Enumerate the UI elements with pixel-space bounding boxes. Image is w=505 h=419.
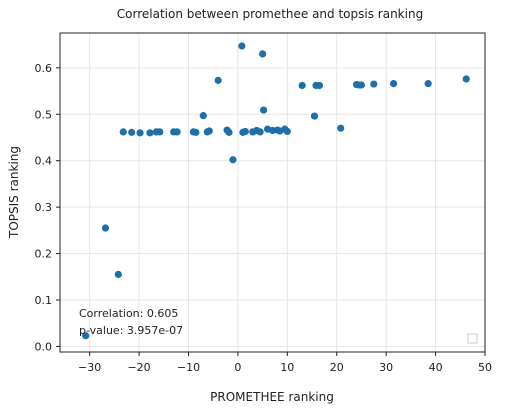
data-point [389, 80, 398, 88]
data-point [205, 127, 213, 135]
data-point [146, 129, 154, 137]
y-tick-label: 0.4 [35, 155, 53, 168]
data-point [82, 332, 90, 340]
x-tick-label: 40 [429, 361, 443, 374]
x-tick-label: 30 [379, 361, 393, 374]
data-point [238, 42, 246, 50]
data-point [225, 128, 233, 136]
x-tick-label: −20 [127, 361, 150, 374]
data-point [101, 224, 110, 232]
chart-title: Correlation between promethee and topsis… [117, 7, 423, 21]
data-point [192, 128, 200, 136]
data-point [337, 124, 345, 132]
data-point [119, 128, 127, 136]
y-tick-label: 0.3 [35, 201, 53, 214]
data-point [136, 129, 144, 137]
p-value-text: p-value: 3.957e-07 [79, 324, 183, 337]
x-axis-title: PROMETHEE ranking [210, 390, 334, 404]
data-point [256, 128, 264, 136]
data-point [173, 128, 181, 136]
data-point [214, 76, 222, 84]
data-point [424, 80, 432, 88]
axis-ticks: −30 −20 −10 0 10 20 30 40 50 0.0 0.1 0.2 0.3 0.4 0.5 0.… [35, 62, 493, 374]
data-point [199, 112, 207, 120]
data-point [370, 80, 378, 88]
y-tick-label: 0.0 [35, 340, 53, 353]
x-tick-label: −30 [78, 361, 101, 374]
data-point [241, 127, 249, 136]
data-point [156, 128, 164, 136]
y-tick-label: 0.5 [35, 108, 53, 121]
plot-frame [59, 32, 486, 353]
correlation-text: Correlation: 0.605 [79, 307, 178, 320]
grid-lines [60, 33, 486, 352]
x-tick-label: 20 [330, 361, 344, 374]
data-point [283, 127, 291, 136]
x-tick-label: −10 [177, 361, 200, 374]
data-point [260, 106, 268, 114]
x-tick-label: 0 [234, 361, 241, 374]
data-point [310, 112, 319, 120]
x-tick-label: 10 [280, 361, 294, 374]
data-point [114, 270, 122, 279]
x-tick-label: 50 [478, 361, 492, 374]
y-tick-label: 0.6 [35, 62, 53, 75]
y-axis-title: TOPSIS ranking [7, 146, 21, 239]
data-point [298, 81, 306, 90]
y-tick-label: 0.1 [35, 294, 53, 307]
data-point [229, 156, 237, 164]
y-tick-label: 0.2 [35, 248, 53, 261]
data-point [259, 50, 267, 58]
data-point [462, 75, 470, 83]
legend-box [467, 333, 478, 344]
data-point [128, 128, 136, 136]
correlation-annotation: Correlation: 0.605 p-value: 3.957e-07 [79, 307, 183, 337]
data-points [82, 42, 470, 340]
data-point [315, 81, 324, 90]
data-point [357, 81, 366, 89]
